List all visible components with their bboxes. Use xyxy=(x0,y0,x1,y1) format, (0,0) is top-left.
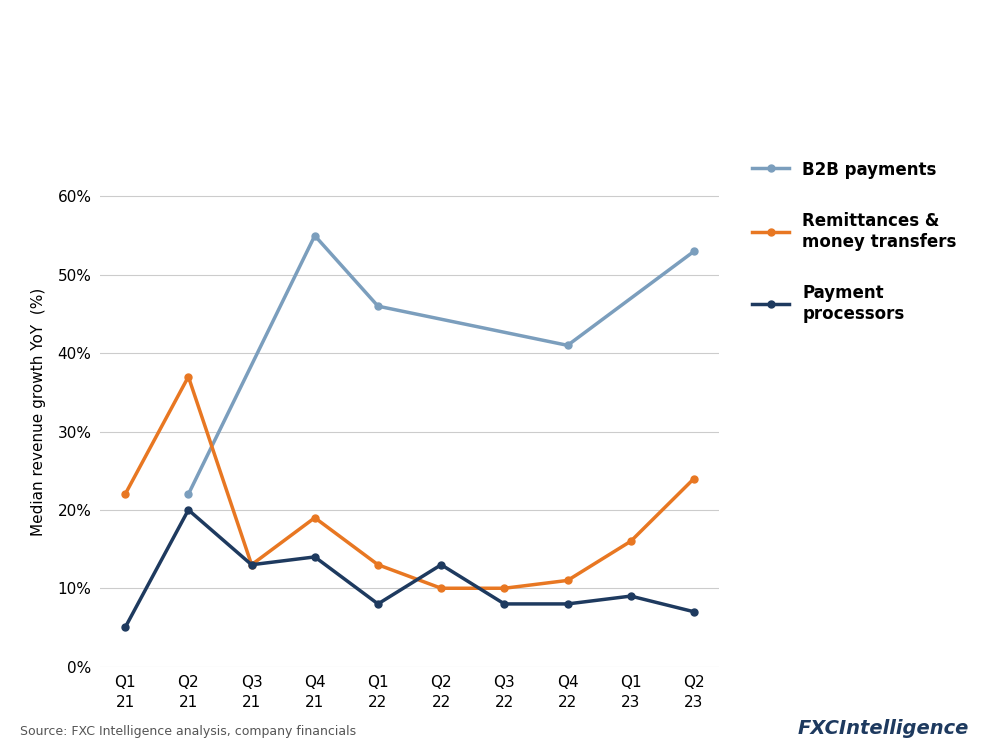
B2B payments xyxy=(183,490,195,499)
Payment
processors xyxy=(561,599,573,608)
Payment
processors xyxy=(309,553,321,562)
Line: B2B payments: B2B payments xyxy=(185,232,697,497)
Remittances &
money transfers xyxy=(688,474,700,483)
Y-axis label: Median revenue growth YoY  (%): Median revenue growth YoY (%) xyxy=(31,288,47,536)
Payment
processors xyxy=(624,592,636,601)
Remittances &
money transfers xyxy=(246,560,258,569)
Remittances &
money transfers xyxy=(436,583,448,592)
Text: B2B payments is growing faster than other cross-border sectors: B2B payments is growing faster than othe… xyxy=(15,31,973,58)
Line: Payment
processors: Payment processors xyxy=(122,506,697,631)
Remittances &
money transfers xyxy=(624,537,636,546)
Payment
processors xyxy=(119,623,131,632)
B2B payments xyxy=(688,247,700,256)
Remittances &
money transfers xyxy=(561,576,573,585)
Payment
processors xyxy=(246,560,258,569)
Line: Remittances &
money transfers: Remittances & money transfers xyxy=(122,373,697,592)
Payment
processors xyxy=(183,506,195,515)
B2B payments xyxy=(561,341,573,350)
Payment
processors xyxy=(688,607,700,616)
Remittances &
money transfers xyxy=(499,583,510,592)
Remittances &
money transfers xyxy=(309,513,321,522)
Legend: B2B payments, Remittances &
money transfers, Payment
processors: B2B payments, Remittances & money transf… xyxy=(752,160,957,323)
Remittances &
money transfers xyxy=(119,490,131,499)
Payment
processors xyxy=(372,599,384,608)
Payment
processors xyxy=(436,560,448,569)
B2B payments xyxy=(372,302,384,311)
Payment
processors xyxy=(499,599,510,608)
Text: Source: FXC Intelligence analysis, company financials: Source: FXC Intelligence analysis, compa… xyxy=(20,725,356,738)
B2B payments xyxy=(309,231,321,240)
Remittances &
money transfers xyxy=(183,372,195,381)
Text: Median YoY revenue growth across publicly traded companies, 2021-2023: Median YoY revenue growth across publicl… xyxy=(15,91,630,109)
Text: FXCIntelligence: FXCIntelligence xyxy=(797,719,969,738)
Remittances &
money transfers xyxy=(372,560,384,569)
